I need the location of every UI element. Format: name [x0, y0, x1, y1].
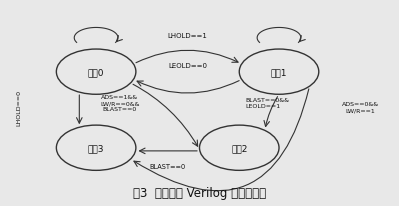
Ellipse shape — [239, 50, 319, 95]
Text: LHOLD==0: LHOLD==0 — [16, 89, 21, 125]
Ellipse shape — [56, 125, 136, 171]
Ellipse shape — [56, 50, 136, 95]
Text: 状态0: 状态0 — [88, 68, 105, 77]
Text: LEOLD==0: LEOLD==0 — [168, 63, 207, 69]
Text: BLAST==0: BLAST==0 — [150, 163, 186, 169]
Text: 图3  本地总线 Verilog 状态机设计: 图3 本地总线 Verilog 状态机设计 — [133, 186, 266, 199]
Text: BLAST==0&&
LEOLD==1: BLAST==0&& LEOLD==1 — [245, 97, 289, 109]
Text: ADS==1&&
LW/R==0&&
BLAST==0: ADS==1&& LW/R==0&& BLAST==0 — [100, 94, 140, 112]
Text: 状态3: 状态3 — [88, 144, 105, 152]
Ellipse shape — [200, 125, 279, 171]
Text: ADS==0&&
LW/R==1: ADS==0&& LW/R==1 — [342, 102, 379, 113]
Text: 状态2: 状态2 — [231, 144, 247, 152]
Text: LHOLD==1: LHOLD==1 — [168, 33, 207, 39]
Text: 状态1: 状态1 — [271, 68, 287, 77]
